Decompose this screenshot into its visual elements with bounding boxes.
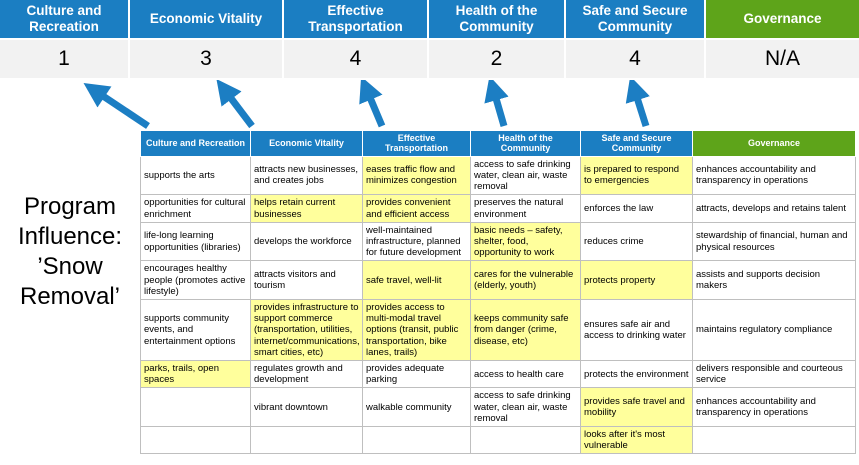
influence-cell: delivers responsible and courteous servi…	[692, 359, 856, 389]
influence-cell: encourages healthy people (promotes acti…	[140, 260, 251, 300]
influence-cell	[140, 425, 251, 455]
influence-cell-highlighted: provides convenient and efficient access	[362, 194, 471, 223]
table-row: supports the arts attracts new businesses…	[140, 155, 856, 196]
influence-cell	[470, 425, 581, 455]
summary-header-safe-and-secure-community: Safe and Secure Community	[566, 0, 704, 38]
influence-cell: protects the environment	[580, 359, 693, 389]
slide: Culture and Recreation Economic Vitality E…	[0, 0, 859, 455]
influence-cell-highlighted: cares for the vulnerable (elderly, youth…	[470, 260, 581, 300]
influence-cell: vibrant downtown	[250, 387, 363, 427]
column-header-economic-vitality: Economic Vitality	[250, 130, 363, 157]
influence-cell-highlighted: safe travel, well-lit	[362, 260, 471, 300]
up-arrow-icon	[216, 80, 255, 129]
summary-score-effective-transportation: 4	[284, 40, 427, 78]
influence-cell-highlighted: keeps community safe from danger (crime,…	[470, 298, 581, 361]
influence-cell-highlighted: basic needs – safety, shelter, food, opp…	[470, 221, 581, 262]
influence-cell: enhances accountability and transparency…	[692, 387, 856, 427]
influence-cell: access to health care	[470, 359, 581, 389]
influence-cell-highlighted: helps retain current businesses	[250, 194, 363, 223]
influence-cell	[250, 425, 363, 455]
summary-score-governance: N/A	[706, 40, 859, 78]
influence-cell: opportunities for cultural enrichment	[140, 194, 251, 223]
summary-header-economic-vitality: Economic Vitality	[130, 0, 282, 38]
table-header-row: Culture and Recreation Economic Vitality E…	[140, 130, 856, 157]
influence-cell: assists and supports decision makers	[692, 260, 856, 300]
influence-cell: supports community events, and entertain…	[140, 298, 251, 361]
influence-cell	[692, 425, 856, 455]
influence-cell-highlighted: protects property	[580, 260, 693, 300]
influence-cell: maintains regulatory compliance	[692, 298, 856, 361]
arrows-layer	[83, 80, 650, 129]
summary-header-health-of-the-community: Health of the Community	[429, 0, 564, 38]
summary-score-safe-and-secure-community: 4	[566, 40, 704, 78]
influence-cell: access to safe drinking water, clean air…	[470, 155, 581, 196]
influence-cell: reduces crime	[580, 221, 693, 262]
influence-cell-highlighted: provides safe travel and mobility	[580, 387, 693, 427]
influence-cell: attracts, develops and retains talent	[692, 194, 856, 223]
main-area: Program Influence: ’Snow Removal’ Cultur…	[0, 130, 859, 465]
table-row: opportunities for cultural enrichment hel…	[140, 194, 856, 223]
summary-score-economic-vitality: 3	[130, 40, 282, 78]
table-row: encourages healthy people (promotes acti…	[140, 260, 856, 300]
influence-cell: attracts visitors and tourism	[250, 260, 363, 300]
influence-cell-highlighted: provides infrastructure to support comme…	[250, 298, 363, 361]
table-row: life-long learning opportunities (librar…	[140, 221, 856, 262]
summary-score-band: 1 3 4 2 4 N/A	[0, 40, 859, 78]
influence-cell: develops the workforce	[250, 221, 363, 262]
table-row: parks, trails, open spaces regulates grow…	[140, 359, 856, 389]
summary-header-effective-transportation: Effective Transportation	[284, 0, 427, 38]
column-header-effective-transportation: Effective Transportation	[362, 130, 471, 157]
influence-cell: provides adequate parking	[362, 359, 471, 389]
summary-score-culture-and-recreation: 1	[0, 40, 128, 78]
up-arrow-icon	[484, 80, 509, 127]
influence-cell: preserves the natural environment	[470, 194, 581, 223]
influence-cell: enhances accountability and transparency…	[692, 155, 856, 196]
influence-cell: walkable community	[362, 387, 471, 427]
summary-score-health-of-the-community: 2	[429, 40, 564, 78]
up-arrow-icon	[359, 80, 386, 128]
summary-header-culture-and-recreation: Culture and Recreation	[0, 0, 128, 38]
influence-table: Culture and Recreation Economic Vitality E…	[140, 130, 856, 455]
influence-cell: attracts new businesses, and creates job…	[250, 155, 363, 196]
up-arrow-icon	[625, 80, 650, 128]
summary-header-band: Culture and Recreation Economic Vitality E…	[0, 0, 859, 38]
column-header-safe-and-secure-community: Safe and Secure Community	[580, 130, 693, 157]
influence-cell: stewardship of financial, human and phys…	[692, 221, 856, 262]
table-row: looks after it's most vulnerable	[140, 425, 856, 455]
influence-cell-highlighted: provides access to multi-modal travel op…	[362, 298, 471, 361]
summary-header-governance: Governance	[706, 0, 859, 38]
page-title: Program Influence: ’Snow Removal’	[17, 193, 123, 310]
column-header-culture-and-recreation: Culture and Recreation	[140, 130, 251, 157]
column-header-health-of-the-community: Health of the Community	[470, 130, 581, 157]
influence-cell: enforces the law	[580, 194, 693, 223]
influence-cell-highlighted: is prepared to respond to emergencies	[580, 155, 693, 196]
table-row: supports community events, and entertain…	[140, 298, 856, 361]
column-header-governance: Governance	[692, 130, 856, 157]
influence-cell-highlighted: parks, trails, open spaces	[140, 359, 251, 389]
influence-cell	[140, 387, 251, 427]
influence-cell-highlighted: eases traffic flow and minimizes congest…	[362, 155, 471, 196]
table-row: vibrant downtown walkable community access…	[140, 387, 856, 427]
up-arrow-icon	[83, 83, 150, 129]
influence-cell: regulates growth and development	[250, 359, 363, 389]
influence-cell-highlighted: looks after it's most vulnerable	[580, 425, 693, 455]
influence-cell	[362, 425, 471, 455]
influence-cell: access to safe drinking water, clean air…	[470, 387, 581, 427]
influence-cell: supports the arts	[140, 155, 251, 196]
influence-cell: life-long learning opportunities (librar…	[140, 221, 251, 262]
influence-cell: well-maintained infrastructure, planned …	[362, 221, 471, 262]
influence-cell: ensures safe air and access to drinking …	[580, 298, 693, 361]
